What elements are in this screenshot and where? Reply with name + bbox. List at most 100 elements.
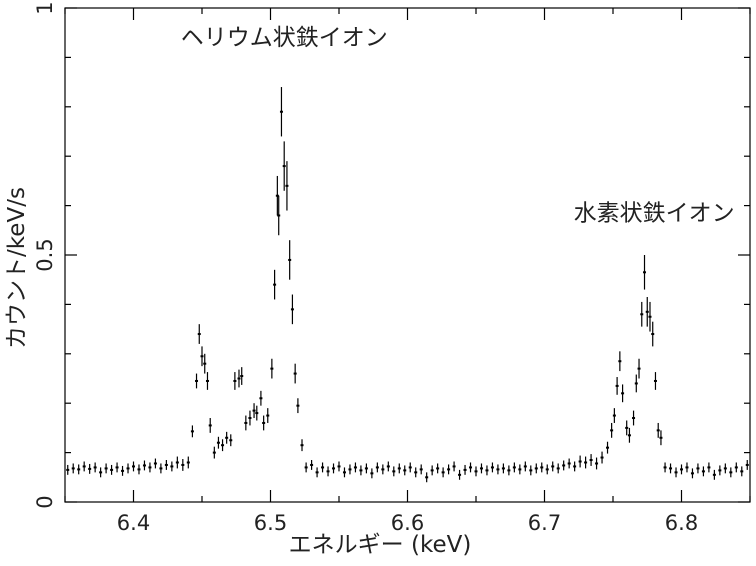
point-marker [718,469,722,472]
x-tick-labels: 6.4 6.5 6.6 6.7 6.8 [117,511,698,535]
point-marker [164,463,168,466]
point-marker [501,467,505,470]
point-marker [277,214,281,217]
point-marker [332,467,336,470]
data-point [300,439,304,452]
y-tick-label: 0 [33,495,57,508]
point-marker [474,470,478,473]
data-point [501,463,505,474]
point-marker [436,467,440,470]
point-marker [653,379,657,382]
point-marker [386,465,390,468]
data-point [551,461,555,472]
point-marker [645,310,649,313]
data-point [656,422,660,438]
point-marker [463,468,467,471]
data-point [381,464,385,475]
point-marker [104,467,108,470]
data-point [205,372,209,390]
point-marker [621,392,625,395]
point-marker [745,463,749,466]
point-marker [279,110,283,113]
y-tick-label: 1 [33,1,57,14]
data-point [419,464,423,475]
point-marker [562,464,566,467]
data-point [392,466,396,477]
data-point [82,461,86,472]
point-marker [669,467,673,470]
point-marker [208,424,212,427]
point-marker [618,360,622,363]
point-marker [337,465,341,468]
data-point [270,358,274,379]
data-point [332,463,336,474]
point-marker [121,469,125,472]
point-marker [137,468,141,471]
data-point [452,461,456,472]
point-marker [632,417,636,420]
data-point [545,464,549,475]
point-marker [589,459,593,462]
data-point [244,415,248,431]
data-point [696,463,700,474]
data-point [490,462,494,473]
data-point [99,467,103,478]
point-marker [244,421,248,424]
data-point [195,373,199,389]
x-tick-label: 6.4 [117,511,150,535]
data-point [640,301,644,327]
data-point [190,425,194,438]
point-marker [364,467,368,470]
point-marker [523,465,527,468]
data-point [518,464,522,475]
data-point [408,462,412,473]
data-point [651,321,655,347]
point-marker [651,333,655,336]
annotation-hydrogen-like-iron: 水素状鉄イオン [574,200,735,226]
point-marker [690,472,694,475]
data-point [447,464,451,475]
data-point [659,430,663,446]
point-marker [507,469,511,472]
point-marker [229,439,233,442]
data-point [364,463,368,474]
point-marker [300,444,304,447]
point-marker [734,466,738,469]
point-marker [181,463,185,466]
point-marker [659,436,663,439]
point-marker [148,466,152,469]
data-point [745,460,749,470]
point-marker [233,379,237,382]
data-point [479,463,483,474]
point-marker [740,470,744,473]
data-point [674,467,678,478]
point-marker [77,468,81,471]
data-point [225,431,229,444]
point-marker [205,379,209,382]
data-point [430,465,434,476]
point-marker [680,468,683,471]
data-points-group [66,87,749,483]
data-point [348,464,352,475]
data-point [718,465,722,476]
point-marker [430,469,434,472]
point-marker [634,382,638,385]
point-marker [159,467,163,470]
data-point [66,464,70,475]
data-point [315,467,319,478]
point-marker [170,465,174,468]
data-point [77,464,81,475]
data-point [707,462,711,473]
point-marker [252,409,256,412]
data-point [277,195,281,236]
point-marker [310,463,314,466]
point-marker [342,471,346,474]
data-point [618,351,622,372]
point-marker [615,384,619,387]
data-point [701,466,705,477]
data-point [653,372,657,390]
point-marker [93,466,97,469]
point-marker [270,367,274,370]
data-point [115,462,119,473]
